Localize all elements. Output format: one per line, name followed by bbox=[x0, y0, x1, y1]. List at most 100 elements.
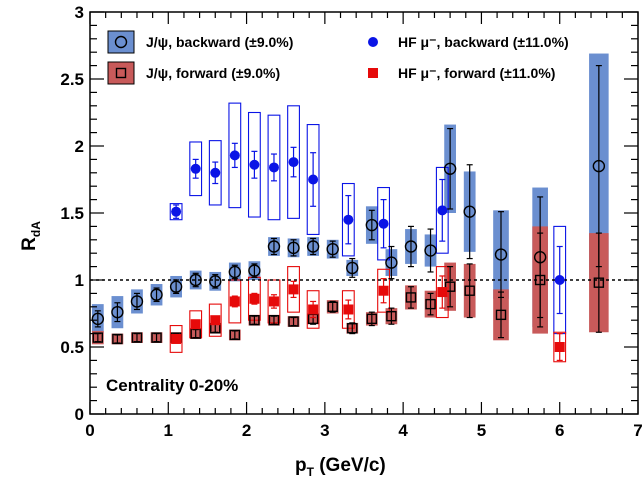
jpsi-forward-point bbox=[464, 285, 475, 296]
jpsi-backward-point bbox=[365, 218, 379, 232]
hf-mu-backward-point bbox=[171, 206, 182, 217]
hf-mu-backward-point bbox=[437, 205, 448, 216]
y-tick-label: 2.5 bbox=[60, 70, 84, 89]
jpsi-forward-point bbox=[268, 315, 280, 326]
hf-mu-forward-syst-box bbox=[306, 290, 320, 329]
jpsi-forward-point bbox=[347, 323, 358, 334]
hf-mu-forward-point bbox=[229, 296, 240, 307]
hf-mu-forward-syst-box bbox=[287, 266, 300, 313]
y-tick-label: 1.5 bbox=[60, 204, 84, 223]
hf-mu-backward-point bbox=[268, 162, 279, 173]
hf-mu-forward-point bbox=[268, 296, 279, 307]
markers bbox=[91, 150, 606, 352]
hf-mu-forward-syst-box bbox=[435, 266, 449, 319]
jpsi-forward-point bbox=[495, 309, 507, 321]
x-tick-label: 4 bbox=[398, 421, 408, 440]
hf-mu-forward-syst-box bbox=[169, 325, 183, 353]
jpsi-forward-point bbox=[151, 332, 162, 343]
hf-mu-backward-syst-box bbox=[169, 203, 183, 221]
systematic-boxes bbox=[91, 53, 609, 363]
hf-mu-backward-syst-box bbox=[189, 141, 203, 197]
y-axis-subscript: dA bbox=[29, 221, 43, 237]
hf-mu-backward-syst-box bbox=[287, 105, 300, 219]
jpsi-backward-point bbox=[385, 256, 398, 269]
hf-mu-forward-point bbox=[249, 293, 260, 304]
x-axis-title: pT (GeV/c) bbox=[295, 455, 386, 479]
hf-mu-backward-legend-label: HF μ⁻, backward (±11.0%) bbox=[398, 34, 569, 50]
hf-mu-backward-point bbox=[229, 150, 240, 161]
y-tick-label: 0.5 bbox=[60, 338, 84, 357]
x-tick-label: 5 bbox=[477, 421, 486, 440]
hf-mu-backward-point bbox=[210, 167, 221, 178]
jpsi-forward-legend-swatch bbox=[107, 61, 135, 85]
jpsi-forward-point bbox=[112, 333, 123, 345]
jpsi-backward-point bbox=[326, 242, 339, 256]
hf-mu-backward-syst-box bbox=[228, 102, 242, 209]
jpsi-forward-point bbox=[327, 301, 338, 312]
jpsi-backward-point bbox=[306, 240, 320, 253]
hf-mu-backward-point bbox=[190, 163, 201, 174]
hf-mu-backward-point bbox=[308, 174, 319, 185]
jpsi-backward-point bbox=[169, 280, 183, 293]
hf-mu-forward-legend-marker bbox=[368, 68, 378, 78]
data-layer bbox=[90, 53, 638, 363]
jpsi-backward-point bbox=[443, 162, 457, 175]
jpsi-backward-point bbox=[189, 273, 202, 287]
centrality-annotation: Centrality 0-20% bbox=[106, 376, 238, 395]
jpsi-backward-point bbox=[111, 305, 124, 319]
axis-ticks: 0 1 2 3 4 5 6 7 0 0.5 1 1.5 2 2.5 3 bbox=[60, 3, 642, 440]
jpsi-forward-legend-label: J/ψ, forward (±9.0%) bbox=[146, 65, 280, 81]
hf-mu-backward-syst-box bbox=[267, 114, 281, 221]
jpsi-forward-point bbox=[366, 313, 378, 325]
jpsi-backward-legend-marker bbox=[114, 35, 128, 49]
jpsi-backward-point bbox=[287, 241, 300, 255]
hf-mu-forward-point bbox=[378, 285, 389, 296]
hf-mu-forward-point bbox=[554, 342, 565, 352]
y-tick-label: 1 bbox=[75, 271, 84, 290]
hf-mu-backward-syst-box bbox=[435, 166, 449, 254]
jpsi-forward-point bbox=[249, 315, 260, 326]
hf-mu-backward-syst-box bbox=[341, 182, 355, 257]
jpsi-backward-point bbox=[494, 248, 508, 261]
y-axis-symbol: R bbox=[19, 237, 40, 251]
x-tick-label: 6 bbox=[555, 421, 564, 440]
hf-mu-forward-point bbox=[288, 284, 299, 295]
jpsi-backward-point bbox=[91, 312, 105, 326]
hf-mu-backward-point bbox=[554, 275, 565, 285]
jpsi-backward-point bbox=[209, 275, 222, 288]
x-tick-label: 1 bbox=[164, 421, 173, 440]
jpsi-forward-legend-marker bbox=[115, 67, 127, 79]
hf-mu-forward-legend-label: HF μ⁻, forward (±11.0%) bbox=[398, 65, 555, 81]
jpsi-forward-point bbox=[444, 281, 456, 292]
jpsi-backward-point bbox=[228, 265, 242, 279]
hf-mu-forward-syst-box bbox=[377, 268, 390, 313]
hf-mu-backward-point bbox=[288, 157, 299, 168]
hf-mu-backward-point bbox=[343, 214, 354, 225]
x-axis-subscript: T bbox=[307, 465, 315, 479]
jpsi-forward-point bbox=[288, 316, 299, 327]
hf-mu-backward-syst-box bbox=[208, 140, 222, 206]
y-tick-label: 3 bbox=[75, 3, 84, 22]
jpsi-backward-point bbox=[533, 251, 547, 264]
jpsi-forward-point bbox=[405, 292, 417, 303]
hf-mu-forward-point bbox=[308, 304, 319, 315]
error-bars bbox=[94, 64, 602, 361]
jpsi-backward-point bbox=[404, 240, 418, 253]
jpsi-forward-point bbox=[131, 332, 143, 343]
x-tick-label: 0 bbox=[85, 421, 94, 440]
jpsi-backward-point bbox=[592, 159, 606, 173]
jpsi-backward-point bbox=[424, 244, 437, 257]
hf-mu-backward-legend-marker bbox=[368, 37, 378, 47]
jpsi-backward-point bbox=[130, 295, 144, 308]
jpsi-backward-point bbox=[463, 205, 476, 218]
jpsi-backward-point bbox=[150, 288, 163, 301]
hf-mu-forward-point bbox=[437, 287, 448, 298]
jpsi-forward-point bbox=[386, 310, 397, 322]
hf-mu-backward-syst-box bbox=[306, 124, 320, 235]
y-tick-label: 2 bbox=[75, 137, 84, 156]
x-axis-unit: (GeV/c) bbox=[314, 455, 386, 476]
jpsi-forward-point bbox=[229, 329, 241, 341]
y-tick-label: 0 bbox=[75, 405, 84, 424]
jpsi-backward-legend-label: J/ψ, backward (±9.0%) bbox=[146, 34, 293, 50]
